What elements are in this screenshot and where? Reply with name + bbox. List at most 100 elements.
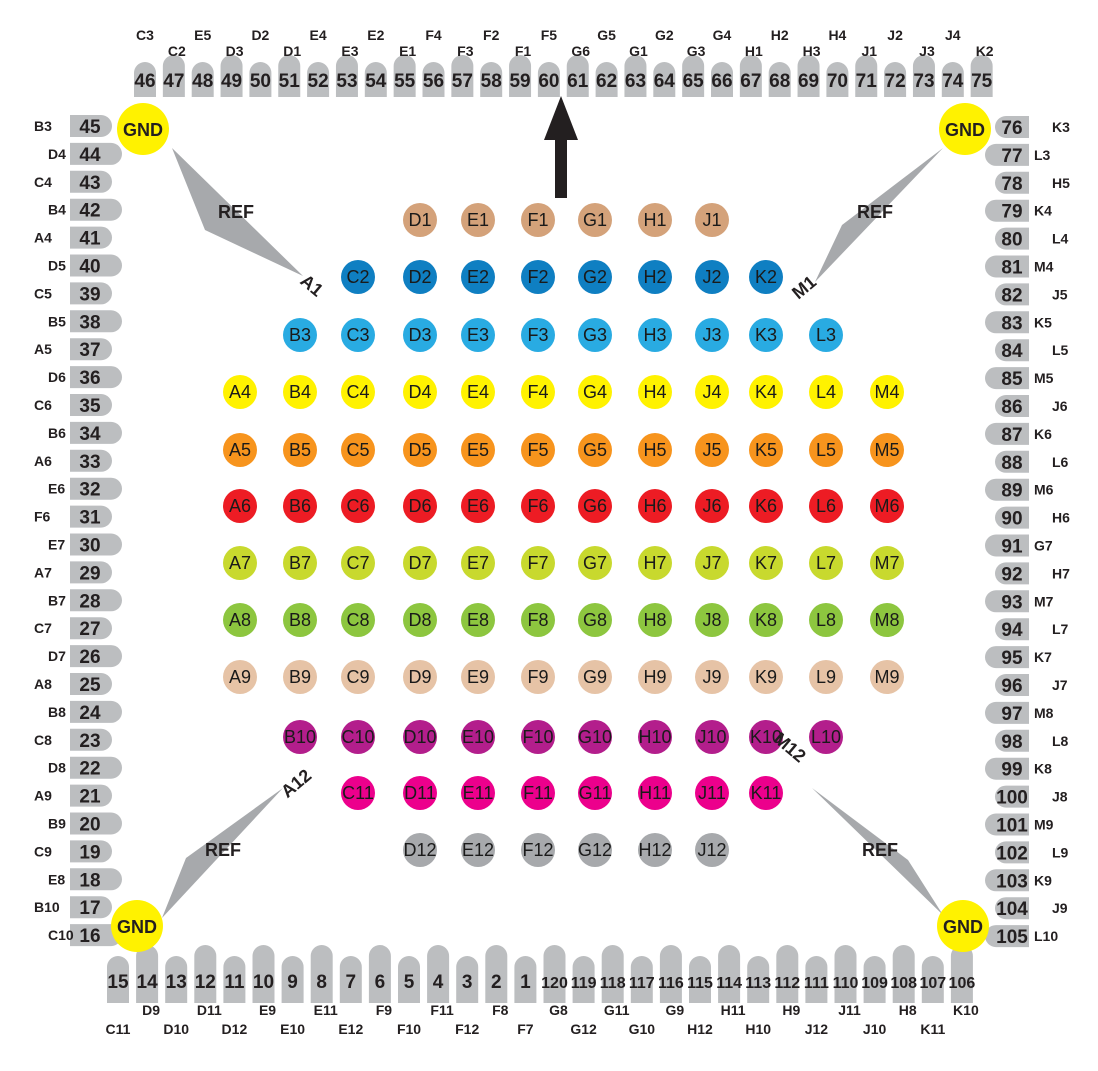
contact-dot — [521, 433, 555, 467]
contact-dot — [695, 603, 729, 637]
pin-89: 89 M6 — [985, 478, 1054, 502]
pin-106: 106 K10 — [949, 945, 979, 1018]
pin-body — [162, 55, 185, 97]
contact-label: B4 — [289, 382, 311, 402]
contact-label: E1 — [467, 210, 489, 230]
contact-label: A7 — [229, 553, 251, 573]
pin-body — [398, 956, 420, 1003]
pin-55: 55 E1 — [393, 43, 416, 97]
contact-label: D5 — [408, 440, 431, 460]
pin-body — [364, 62, 387, 97]
contact-label: A5 — [229, 440, 251, 460]
pin-body — [995, 729, 1029, 752]
pin-label: D11 — [197, 1002, 222, 1018]
contact-dot — [578, 433, 612, 467]
pin-9: 9 E10 — [280, 956, 305, 1037]
contact-label: B8 — [289, 610, 311, 630]
pin-102: 102 L9 — [995, 841, 1069, 864]
contact-dot — [461, 260, 495, 294]
pin-16: 16 C10 — [48, 924, 122, 947]
pin-label: C10 — [48, 927, 74, 943]
pin-body — [70, 505, 112, 528]
pin-53: 53 E3 — [335, 43, 359, 97]
contact-dot — [341, 603, 375, 637]
pin-label: H6 — [1052, 510, 1070, 526]
contact-dot — [749, 776, 783, 810]
grid-row-7: A7 B7 C7 D7 E7 F7 G7 H7 J7 K7 L7 M7 — [223, 546, 904, 580]
pin-42: 42 B4 — [48, 198, 122, 222]
pin-number: 69 — [798, 71, 819, 92]
pin-10: 10 E9 — [252, 945, 276, 1018]
contact-dot — [403, 720, 437, 754]
pin-46: 46 C3 — [134, 27, 156, 97]
contact-E9: E9 — [461, 660, 495, 694]
contact-label: B3 — [289, 325, 311, 345]
pin-8: 8 E11 — [310, 945, 338, 1018]
pin-57: 57 F3 — [451, 43, 474, 97]
pin-body — [310, 945, 333, 1003]
pin-77: 77 L3 — [985, 143, 1051, 167]
contact-label: G9 — [583, 667, 607, 687]
pin-113: 113 H10 — [745, 956, 771, 1037]
contact-label: F3 — [527, 325, 548, 345]
pin-body — [509, 55, 532, 97]
contact-L7: L7 — [809, 546, 843, 580]
pin-number: 18 — [79, 870, 100, 891]
pin-34: 34 B6 — [48, 421, 122, 445]
contact-dot — [578, 489, 612, 523]
pin-body — [368, 945, 391, 1003]
contact-label: G1 — [583, 210, 607, 230]
contact-C7: C7 — [341, 546, 375, 580]
pin-15: 15 C11 — [106, 956, 131, 1037]
pin-number: 85 — [1001, 369, 1023, 390]
pin-4: 4 F11 — [427, 945, 454, 1018]
pin-number: 120 — [541, 975, 568, 992]
contact-L3: L3 — [809, 318, 843, 352]
pin-label: C11 — [106, 1021, 131, 1037]
pin-body — [537, 62, 560, 97]
contact-J10: J10 — [695, 720, 729, 754]
pin-body — [950, 945, 973, 1003]
pin-number: 65 — [683, 71, 705, 92]
pin-number: 45 — [79, 117, 101, 138]
gnd-label: GND — [943, 917, 983, 937]
pin-body — [884, 62, 907, 97]
pin-number: 71 — [856, 71, 878, 92]
contact-label: B7 — [289, 553, 311, 573]
pin-number: 118 — [600, 975, 626, 992]
pin-115: 115 H12 — [687, 956, 713, 1037]
pin-body — [985, 143, 1029, 166]
pin-label: B9 — [48, 816, 66, 832]
pin-label: L5 — [1052, 342, 1069, 358]
contact-label: G2 — [583, 267, 607, 287]
contact-E2: E2 — [461, 260, 495, 294]
pin-label: K8 — [1034, 761, 1052, 777]
contact-dot — [341, 489, 375, 523]
contact-label: L5 — [816, 440, 836, 460]
pin-label: C9 — [34, 843, 52, 859]
pin-number: 26 — [79, 647, 100, 668]
contact-dot — [283, 489, 317, 523]
contact-label: K8 — [755, 610, 777, 630]
pin-label: D2 — [251, 27, 269, 43]
pin-body — [514, 956, 537, 1003]
pin-body — [776, 945, 799, 1003]
pin-label: J1 — [861, 43, 877, 59]
contact-label: D3 — [408, 325, 431, 345]
contact-label: D12 — [403, 840, 436, 860]
gnd-pad — [117, 103, 169, 155]
contact-label: F12 — [522, 840, 553, 860]
pin-number: 34 — [79, 424, 101, 445]
pin-38: 38 B5 — [48, 310, 122, 333]
pin-58: 58 F2 — [480, 27, 503, 97]
pin-number: 115 — [687, 975, 713, 992]
contact-dot — [695, 546, 729, 580]
pin-label: J11 — [838, 1002, 861, 1018]
pin-number: 13 — [166, 972, 187, 993]
contact-dot — [461, 433, 495, 467]
contact-dot — [403, 260, 437, 294]
pin-85: 85 M5 — [985, 367, 1054, 390]
grid-row-11: C11 D11 E11 F11 G11 H11 J11 K11 — [341, 776, 783, 810]
pin-20: 20 B9 — [48, 812, 122, 836]
